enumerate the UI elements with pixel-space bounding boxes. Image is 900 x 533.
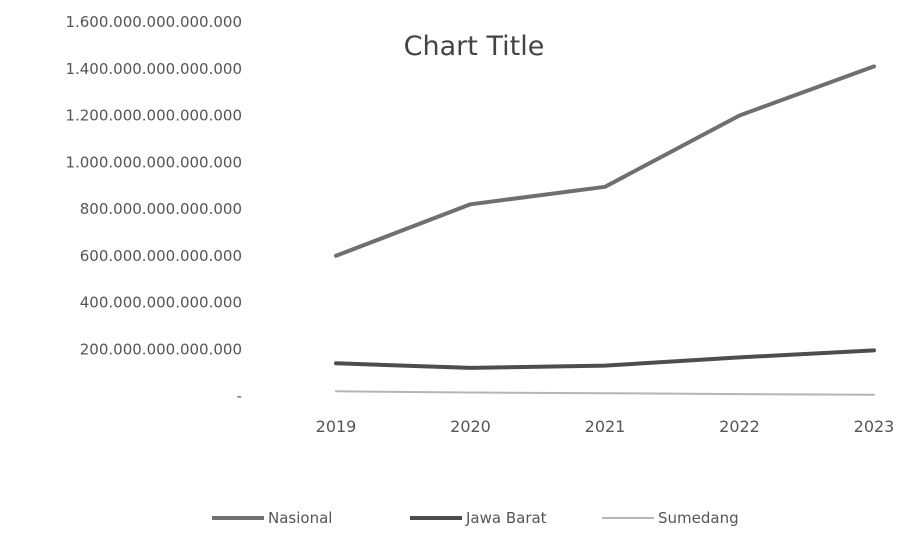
series-line-jawa-barat — [334, 348, 876, 370]
series-line-nasional — [334, 64, 876, 258]
y-tick-label: 200.000.000.000.000 — [80, 340, 242, 358]
y-tick-label: 600.000.000.000.000 — [80, 247, 242, 265]
x-tick-label: 2022 — [719, 417, 760, 436]
legend-label: Sumedang — [658, 509, 739, 527]
plot-area — [334, 64, 876, 396]
y-axis: - 200.000.000.000.000 400.000.000.000.000 6… — [65, 13, 242, 405]
x-tick-label: 2023 — [854, 417, 895, 436]
y-tick-label: 1.400.000.000.000.000 — [65, 60, 242, 78]
x-axis: 2019 2020 2021 2022 2023 — [316, 417, 895, 436]
y-tick-label: 1.600.000.000.000.000 — [65, 13, 242, 31]
y-tick-label: 1.000.000.000.000.000 — [65, 153, 242, 171]
y-tick-label: 400.000.000.000.000 — [80, 294, 242, 312]
x-tick-label: 2020 — [450, 417, 491, 436]
y-tick-label: - — [237, 387, 242, 405]
chart-title: Chart Title — [404, 31, 545, 62]
legend-label: Nasional — [268, 509, 332, 527]
legend-label: Jawa Barat — [465, 509, 547, 527]
legend: Nasional Jawa Barat Sumedang — [212, 509, 739, 527]
series-line-sumedang — [335, 390, 875, 396]
y-tick-label: 800.000.000.000.000 — [80, 200, 242, 218]
y-tick-label: 1.200.000.000.000.000 — [65, 107, 242, 125]
x-tick-label: 2019 — [316, 417, 357, 436]
x-tick-label: 2021 — [585, 417, 626, 436]
